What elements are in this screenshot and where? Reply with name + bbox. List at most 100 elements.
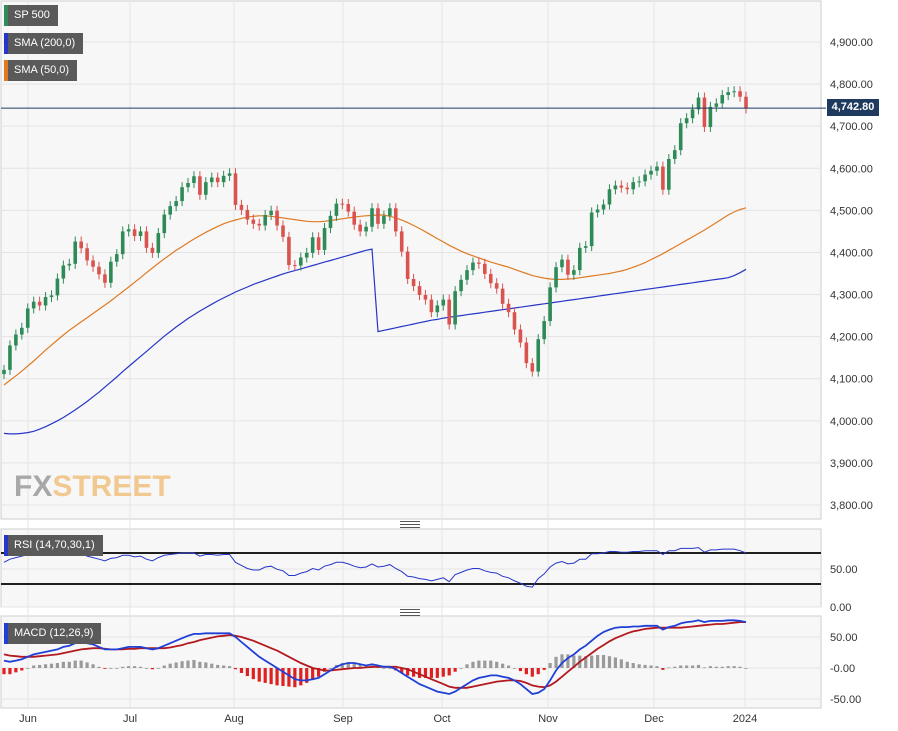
x-tick-label: 2024 (733, 713, 757, 725)
macd-histogram-bar (222, 665, 226, 668)
macd-histogram-bar (518, 668, 523, 672)
y-tick-label: 4,500.00 (830, 205, 873, 217)
macd-histogram-bar (613, 657, 618, 668)
candle-bullish (607, 189, 612, 205)
macd-histogram-bar (311, 668, 315, 680)
sp500-swatch (4, 5, 8, 26)
candle-bullish (322, 228, 327, 250)
macd-y-tick-label: -50.00 (830, 694, 861, 706)
macd-histogram-bar (287, 668, 291, 687)
candle-bullish (453, 291, 457, 325)
y-tick-label: 4,400.00 (830, 247, 873, 259)
macd-histogram-bar (162, 665, 166, 668)
candle-bearish (702, 97, 707, 128)
candle-bullish (55, 278, 60, 296)
macd-histogram-bar (210, 663, 214, 668)
legend-rsi[interactable]: RSI (14,70,30,1) (4, 535, 103, 556)
macd-histogram-bar (233, 668, 238, 670)
macd-histogram-bar (738, 666, 742, 668)
candle-bearish (500, 288, 505, 304)
macd-histogram-bar (180, 661, 184, 668)
macd-histogram-bar (26, 668, 30, 669)
macd-histogram-bar (257, 668, 261, 682)
macd-histogram-bar (720, 666, 724, 668)
last-price-badge: 4,742.80 (827, 99, 879, 116)
macd-histogram-bar (465, 664, 469, 668)
legend-macd[interactable]: MACD (12,26,9) (4, 623, 102, 644)
candle-bullish (601, 204, 606, 210)
candle-bearish (275, 210, 279, 226)
rsi-group (1, 547, 821, 588)
candle-bearish (198, 176, 202, 195)
candle-bearish (530, 363, 535, 372)
candle-bullish (14, 334, 18, 346)
candle-bullish (667, 159, 671, 190)
candle-bearish (85, 248, 89, 261)
candle-bullish (114, 254, 119, 262)
candle-bearish (340, 203, 345, 205)
legend-sp500[interactable]: SP 500 (4, 5, 58, 26)
candle-bullish (310, 237, 315, 253)
candle-bearish (506, 303, 511, 313)
legend-sma50[interactable]: SMA (50,0) (4, 60, 78, 81)
macd-panel (0, 615, 822, 709)
macd-histogram-bar (584, 656, 588, 668)
candle-bullish (263, 214, 267, 226)
legend-sma200[interactable]: SMA (200,0) (4, 33, 84, 54)
macd-histogram-bar (299, 668, 303, 686)
macd-histogram-bar (406, 668, 410, 676)
candle-bearish (281, 225, 285, 237)
candle-bullish (459, 279, 463, 292)
macd-histogram-bar (97, 666, 101, 668)
macd-histogram-bar (49, 663, 54, 668)
macd-histogram-bar (495, 661, 499, 668)
legend-sp500-label: SP 500 (14, 9, 50, 21)
y-tick-label: 4,000.00 (830, 416, 873, 428)
macd-histogram-bar (8, 668, 12, 675)
candle-bullish (572, 270, 576, 275)
candle-bearish (405, 251, 410, 279)
macd-histogram-bar (251, 668, 255, 680)
candle-bullish (471, 262, 475, 271)
y-axis-ticks: 4,900.00 4,800.00 4,700.00 4,600.00 4,500.00… (830, 37, 873, 706)
candle-bullish (388, 208, 392, 216)
candle-bullish (649, 170, 653, 175)
macd-histogram-bar (14, 668, 18, 673)
candle-bullish (20, 327, 24, 335)
candle-bearish (358, 224, 362, 232)
macd-histogram-bar (204, 662, 208, 668)
candle-bullish (554, 267, 558, 288)
candle-bearish (566, 259, 570, 275)
macd-histogram-bar (536, 668, 540, 675)
macd-histogram-bar (281, 668, 285, 686)
macd-histogram-bar (435, 668, 439, 678)
macd-histogram-bar (263, 668, 267, 683)
resize-handle-rsi[interactable] (400, 521, 420, 528)
macd-histogram-bar (696, 664, 701, 668)
candle-bullish (364, 226, 368, 232)
candle-bullish (334, 203, 339, 216)
candle-bullish (370, 208, 374, 227)
candle-bearish (144, 231, 149, 248)
x-tick-label: Aug (224, 713, 244, 725)
candle-bearish (79, 241, 83, 249)
candle-bullish (227, 173, 232, 176)
candle-bullish (637, 181, 641, 183)
candle-bullish (732, 91, 736, 93)
macd-histogram-bar (542, 668, 546, 670)
candle-bullish (708, 106, 713, 128)
macd-histogram-bar (530, 668, 534, 677)
macd-histogram-bar (643, 664, 647, 668)
macd-histogram-bar (227, 666, 232, 668)
candle-bearish (625, 187, 630, 190)
macd-histogram-bar (245, 668, 249, 677)
macd-histogram-bar (67, 661, 71, 668)
macd-histogram-bar (269, 668, 273, 685)
macd-histogram-bar (744, 668, 748, 669)
candle-bullish (726, 92, 730, 96)
macd-histogram-bar (73, 660, 77, 668)
macd-histogram-bar (275, 668, 279, 686)
macd-histogram-bar (560, 654, 564, 668)
candle-bearish (744, 96, 748, 109)
resize-handle-macd[interactable] (400, 609, 420, 616)
